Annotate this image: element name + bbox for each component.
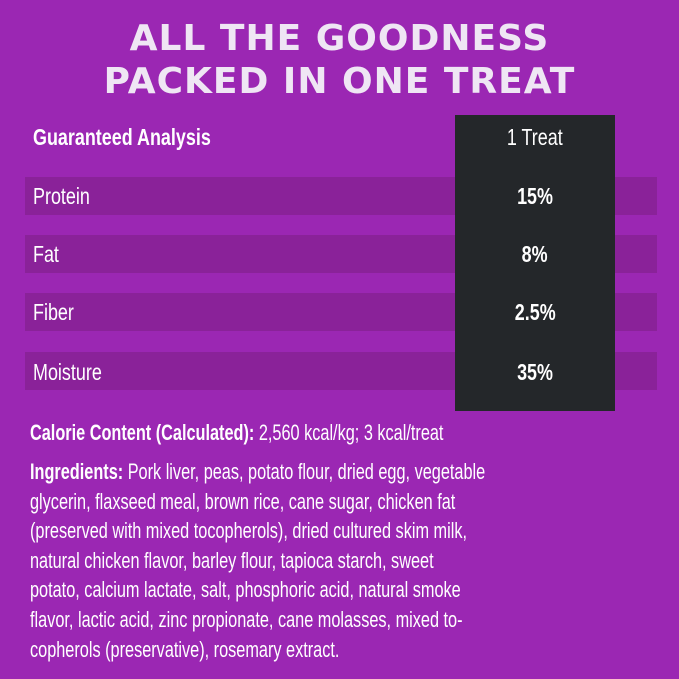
ingredients-text: Pork liver, peas, potato flour, dried eg… — [123, 459, 486, 484]
ingredients-line: copherols (preservative), rosemary extra… — [30, 636, 340, 662]
headline-line-2: PACKED IN ONE TREAT — [103, 61, 576, 102]
calorie-content: Calorie Content (Calculated): 2,560 kcal… — [30, 418, 443, 448]
row-label-fat: Fat — [33, 241, 59, 267]
ingredients-line: potato, calcium lactate, salt, phosphori… — [30, 577, 461, 603]
ingredients-line: Ingredients: Pork liver, peas, potato fl… — [30, 457, 485, 487]
row-label-fiber: Fiber — [33, 299, 74, 325]
row-label-protein: Protein — [33, 183, 90, 209]
ingredients-line: natural chicken flavor, barley flour, ta… — [30, 547, 434, 573]
calorie-label: Calorie Content (Calculated): — [30, 420, 255, 445]
value-column — [455, 115, 615, 411]
ingredients: Ingredients: Pork liver, peas, potato fl… — [30, 457, 485, 664]
row-label-moisture: Moisture — [33, 359, 102, 385]
row-value-fiber: 2.5% — [514, 299, 556, 325]
table-header-label: Guaranteed Analysis — [33, 124, 211, 150]
ingredients-line: (preserved with mixed tocopherols), drie… — [30, 518, 468, 544]
table-header-value: 1 Treat — [507, 124, 563, 150]
headline-line-1: ALL THE GOODNESS — [129, 18, 550, 59]
ingredients-line: flavor, lactic acid, zinc propionate, ca… — [30, 606, 463, 632]
row-value-protein: 15% — [517, 183, 553, 209]
row-value-moisture: 35% — [517, 359, 553, 385]
ingredients-label: Ingredients: — [30, 459, 124, 484]
row-value-fat: 8% — [522, 241, 548, 267]
calorie-value: 2,560 kcal/kg; 3 kcal/treat — [254, 420, 444, 445]
ingredients-line: glycerin, flaxseed meal, brown rice, can… — [30, 488, 456, 514]
